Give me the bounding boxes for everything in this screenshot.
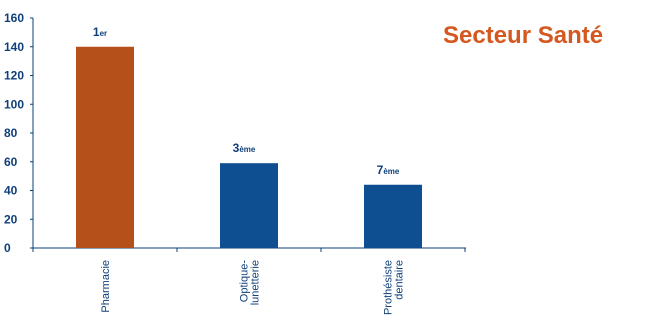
bar bbox=[220, 163, 278, 248]
category-labels: Pharmacie Optique-lunetterie Prothésiste de… bbox=[100, 260, 406, 315]
chart-title: Secteur Santé bbox=[443, 22, 604, 49]
bars bbox=[76, 46, 422, 248]
rank-label: 1er bbox=[93, 25, 107, 39]
rank-number: 3 bbox=[233, 141, 240, 155]
category-label: lunetterie bbox=[250, 260, 262, 305]
bar bbox=[364, 184, 422, 248]
x-axis bbox=[32, 247, 466, 252]
rank-suffix: ème bbox=[239, 145, 256, 154]
y-tick-label: 80 bbox=[4, 126, 18, 140]
category-label: Pharmacie bbox=[100, 260, 112, 313]
y-tick-label: 60 bbox=[4, 155, 18, 169]
rank-label: 7ème bbox=[377, 163, 400, 177]
y-tick-label: 120 bbox=[4, 69, 24, 83]
bar bbox=[76, 46, 134, 248]
y-tick-label: 140 bbox=[4, 40, 24, 54]
category-label: dentaire bbox=[394, 260, 406, 300]
rank-suffix: er bbox=[100, 29, 108, 38]
y-tick-label: 100 bbox=[4, 97, 24, 111]
y-tick-label: 20 bbox=[4, 212, 18, 226]
y-tick-label: 40 bbox=[4, 184, 18, 198]
rank-number: 7 bbox=[377, 163, 384, 177]
category-label: Optique- bbox=[239, 260, 251, 303]
rank-label: 3ème bbox=[233, 141, 256, 155]
rank-suffix: ème bbox=[383, 167, 400, 176]
y-tick-label: 0 bbox=[4, 241, 11, 255]
y-tick-label: 160 bbox=[4, 11, 24, 25]
category-label: Prothésiste bbox=[383, 260, 395, 315]
y-axis: 0 20 40 60 80 100 120 140 160 bbox=[4, 11, 34, 255]
rank-number: 1 bbox=[93, 25, 100, 39]
